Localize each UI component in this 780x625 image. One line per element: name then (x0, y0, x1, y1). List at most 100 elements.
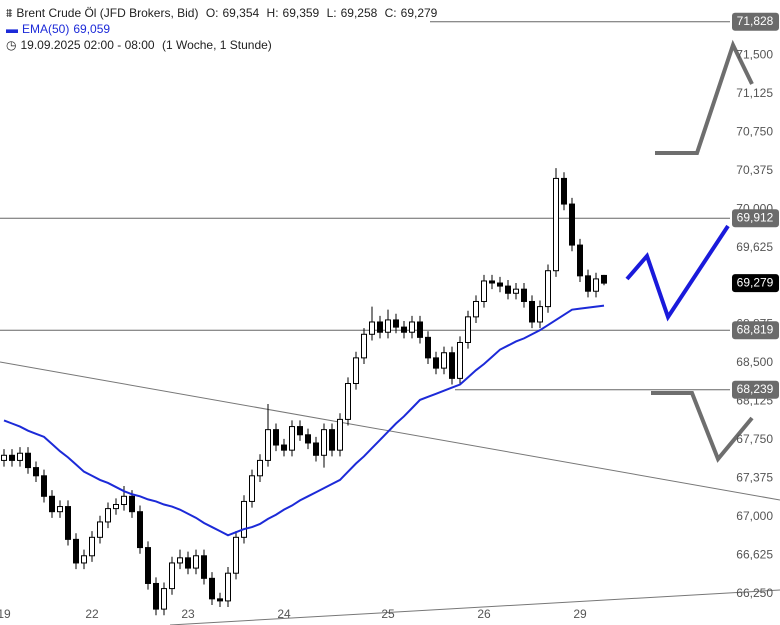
candle-body (521, 288, 527, 302)
x-tick-label: 22 (85, 607, 99, 621)
candle-body (337, 418, 343, 451)
candle-body (561, 177, 567, 205)
trend-line (169, 589, 780, 625)
candle-body (481, 280, 487, 302)
x-tick-label: 24 (277, 607, 291, 621)
candle-body (145, 547, 151, 584)
candle-body (393, 319, 399, 328)
candle-body (505, 285, 511, 294)
candle-body (273, 429, 279, 446)
y-tick-label: 67,750 (736, 432, 773, 446)
scenario-arrow (651, 391, 754, 463)
candle-body (601, 274, 607, 284)
candle-body (313, 442, 319, 456)
candle-body (137, 511, 143, 549)
candle-body (233, 536, 239, 574)
symbol: Brent Crude Öl (JFD Brokers, Bid) (16, 6, 199, 20)
y-tick-label: 70,750 (736, 124, 773, 138)
candle-body (41, 475, 47, 497)
candle-body (497, 282, 503, 287)
price-badge (732, 274, 779, 293)
y-tick-label: 70,375 (736, 163, 773, 177)
candle-body (121, 495, 127, 506)
candle-body (345, 383, 351, 420)
ohlc-label: H: (266, 6, 279, 20)
candle-body (281, 444, 287, 451)
candle-body (353, 357, 359, 385)
candle-body (489, 280, 495, 284)
candle-body (433, 357, 439, 369)
ohlc-value: 69,258 (340, 6, 378, 20)
x-tick-label: 19 (0, 607, 11, 621)
indicator-value: 69,059 (73, 22, 111, 36)
candle-body (289, 426, 295, 451)
candle-body (257, 459, 263, 477)
scenario-arrow (625, 224, 730, 322)
x-tick-label: 29 (573, 607, 587, 621)
y-tick-label: 71,500 (736, 48, 773, 62)
candle-body (593, 278, 599, 292)
candle-body (49, 495, 55, 513)
icon: ⩩ (6, 6, 13, 20)
symbol-row: ⩩ Brent Crude Öl (JFD Brokers, Bid) O: 69,… (6, 5, 441, 21)
candle-body (113, 504, 119, 510)
y-tick-label: 67,000 (736, 509, 773, 523)
level-badge (732, 380, 779, 399)
y-tick-label: 68,500 (736, 355, 773, 369)
ohlc-value: 69,359 (282, 6, 320, 20)
candle-body (241, 500, 247, 538)
candle-body (425, 336, 431, 359)
candle-body (465, 316, 471, 343)
candle-body (321, 429, 327, 456)
candle-body (249, 475, 255, 502)
y-tick-label: 66,625 (736, 547, 773, 561)
candle-body (329, 429, 335, 451)
indicator-name: EMA(50) (22, 22, 70, 36)
candle-body (473, 300, 479, 318)
candle-body (409, 321, 415, 333)
candle-body (129, 495, 135, 513)
candle-body (361, 333, 367, 359)
x-tick-label: 26 (477, 607, 491, 621)
candle-body (537, 306, 543, 323)
candle-body (265, 429, 271, 461)
ohlc-value: 69,354 (222, 6, 260, 20)
candle-body (369, 321, 375, 335)
candle-body (553, 177, 559, 272)
price-badge-label: 69,279 (737, 275, 774, 289)
candle-body (225, 572, 231, 602)
level-badge-label: 71,828 (737, 14, 774, 28)
ohlc-label: O: (205, 6, 219, 20)
icon: ◷ (6, 38, 17, 52)
scenario-arrow (655, 39, 754, 155)
candle-body (161, 588, 167, 610)
period-row: ◷ 19.09.2025 02:00 - 08:00 (1 Woche, 1 St… (6, 37, 441, 53)
level-badge-label: 68,239 (737, 382, 774, 396)
candle-body (545, 270, 551, 308)
candle-body (65, 506, 71, 540)
candle-body (513, 288, 519, 294)
level-badge (732, 321, 779, 340)
candle-body (297, 426, 303, 436)
candle-body (441, 352, 447, 369)
candle-body (377, 321, 383, 333)
x-tick-label: 23 (181, 607, 195, 621)
level-badge-label: 68,819 (737, 322, 774, 336)
level-badge (732, 209, 779, 228)
icon: ▬ (6, 22, 18, 36)
ohlc-label: L: (326, 6, 337, 20)
candle-body (89, 536, 95, 557)
legend: ⩩ Brent Crude Öl (JFD Brokers, Bid) O: 69,… (6, 5, 441, 53)
candle-body (25, 452, 31, 469)
candle-body (585, 275, 591, 292)
y-tick-label: 67,375 (736, 471, 773, 485)
ohlc-label: C: (384, 6, 397, 20)
candle-body (33, 467, 39, 477)
level-badge (732, 12, 779, 31)
interval: (1 Woche, 1 Stunde) (161, 38, 272, 52)
candle-body (385, 319, 391, 333)
period: 19.09.2025 02:00 - 08:00 (20, 38, 155, 52)
candle-body (57, 506, 63, 513)
candle-body (81, 555, 87, 564)
ema-line (3, 304, 605, 537)
